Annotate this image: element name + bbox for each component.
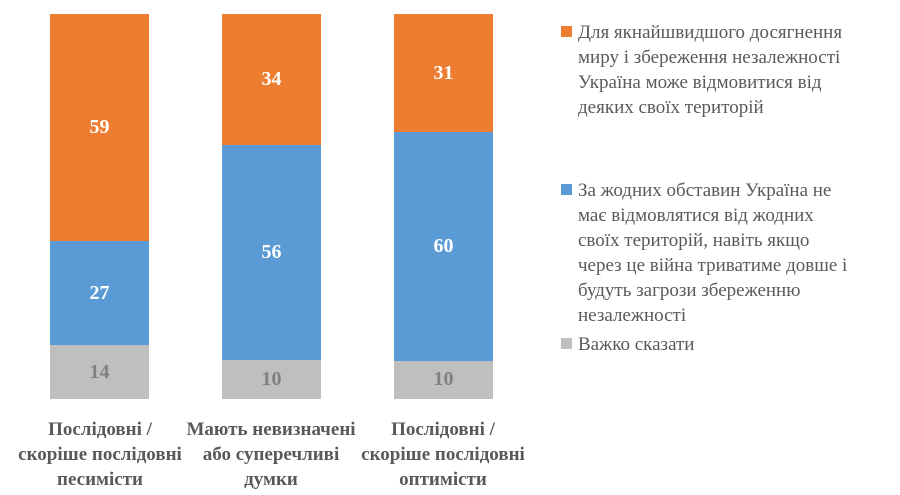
bar-value-label: 10 — [261, 368, 282, 391]
bar-value-label: 10 — [433, 368, 454, 391]
bar-value-label: 56 — [261, 241, 282, 264]
bar-segment: 60 — [394, 132, 493, 361]
bar-2: 34 56 10 — [222, 14, 321, 399]
bar-value-label: 31 — [433, 61, 454, 84]
bar-value-label: 27 — [89, 281, 110, 304]
category-label-pessimists: Послідовні / скоріше послідовні песиміст… — [18, 419, 182, 490]
bar-value-label: 59 — [89, 116, 110, 139]
legend-marker-gray-square-icon — [561, 338, 572, 349]
bar-segment: 10 — [222, 360, 321, 399]
bar-segment: 34 — [222, 14, 321, 145]
bar-segment: 27 — [50, 241, 149, 346]
bar-segment: 14 — [50, 345, 149, 399]
bar-segment: 31 — [394, 14, 493, 133]
bar-segment: 56 — [222, 144, 321, 361]
legend-marker-orange-square-icon — [561, 26, 572, 37]
legend-label: Важко сказати — [578, 334, 695, 355]
legend-item-no-concessions: За жодних обставин Україна не має відмов… — [561, 178, 900, 328]
bar-value-label: 60 — [433, 235, 454, 257]
bar-1: 59 27 14 — [50, 14, 149, 399]
category-label-optimists: Послідовні / скоріше послідовні оптиміст… — [361, 419, 525, 490]
bar-value-label: 34 — [261, 67, 282, 90]
bar-value-label: 14 — [89, 360, 110, 383]
bar-3: 31 60 10 — [394, 14, 493, 399]
legend-item-concede-territories: Для якнайшвидшого досягнення миру і збер… — [561, 20, 900, 120]
plot-area: 59 27 14 34 56 10 31 60 10 — [50, 14, 493, 399]
legend: Для якнайшвидшого досягнення миру і збер… — [561, 20, 900, 380]
category-label-undecided: Мають невизначені або суперечливі думки — [186, 419, 356, 490]
legend-marker-blue-square-icon — [561, 184, 572, 195]
legend-item-hard-to-say: Важко сказати — [561, 332, 900, 357]
bar-segment: 10 — [394, 360, 493, 399]
legend-label: За жодних обставин Україна не має відмов… — [578, 180, 848, 326]
bar-segment: 59 — [50, 14, 149, 242]
legend-label: Для якнайшвидшого досягнення миру і збер… — [578, 22, 843, 118]
